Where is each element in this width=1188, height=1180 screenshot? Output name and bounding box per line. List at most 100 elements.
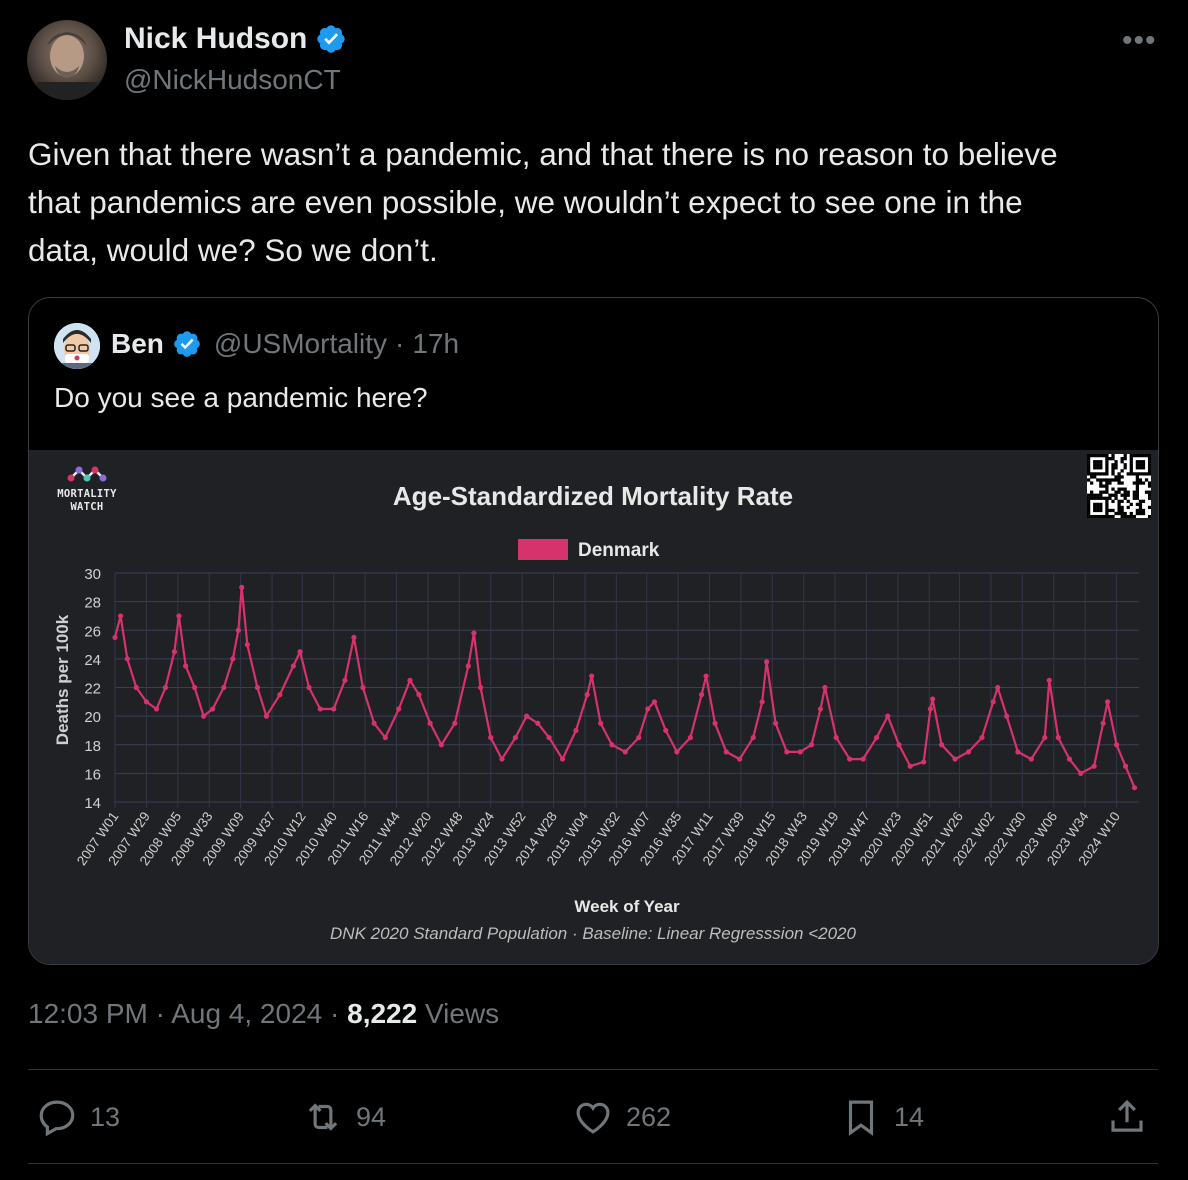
- data-point: [471, 630, 477, 636]
- data-point: [636, 734, 642, 741]
- data-point: [1028, 756, 1034, 762]
- data-point: [478, 684, 484, 691]
- qr-code-icon: [1087, 454, 1151, 518]
- data-point: [201, 713, 207, 719]
- quoted-header: Ben @USMortality · 17h: [111, 328, 459, 360]
- reply-button[interactable]: 13: [36, 1096, 120, 1138]
- data-point: [452, 720, 458, 726]
- like-button[interactable]: 262: [572, 1096, 671, 1138]
- data-point: [512, 734, 519, 741]
- verified-badge-icon: [174, 331, 200, 357]
- quoted-tweet[interactable]: Ben @USMortality · 17h Do you see a pand…: [28, 297, 1159, 965]
- bookmark-button[interactable]: 14: [840, 1096, 924, 1138]
- avatar-portrait: [37, 32, 97, 100]
- data-point: [559, 756, 566, 762]
- repost-button[interactable]: 94: [302, 1096, 386, 1138]
- y-tick-label: 18: [84, 738, 101, 755]
- data-point: [407, 677, 413, 683]
- data-point: [797, 749, 803, 755]
- data-point: [645, 706, 651, 712]
- tweet-date[interactable]: Aug 4, 2024: [171, 998, 323, 1029]
- y-tick-label: 16: [84, 766, 101, 783]
- y-axis-label: Deaths per 100k: [53, 614, 72, 745]
- quoted-text: Do you see a pandemic here?: [54, 382, 428, 413]
- tweet-time[interactable]: 12:03 PM: [28, 998, 148, 1029]
- data-point: [873, 734, 880, 741]
- data-point: [584, 692, 590, 698]
- data-point: [360, 684, 366, 691]
- data-point: [817, 706, 824, 712]
- mortality-chart: Age-Standardized Mortality Rate Denmark …: [53, 481, 1139, 943]
- data-point: [427, 720, 433, 726]
- reply-count: 13: [90, 1101, 121, 1132]
- data-point: [1104, 699, 1111, 705]
- data-point: [438, 742, 444, 748]
- data-point: [277, 692, 283, 698]
- quoted-age[interactable]: 17h: [412, 328, 460, 359]
- heart-icon: [576, 1102, 610, 1134]
- y-tick-label: 30: [84, 566, 101, 583]
- repost-count: 94: [356, 1101, 387, 1132]
- quoted-author-handle[interactable]: @USMortality: [213, 328, 388, 359]
- logo-line-2: WATCH: [70, 501, 104, 513]
- verified-badge-icon: [317, 25, 346, 53]
- y-tick-label: 22: [84, 681, 101, 698]
- more-options-icon[interactable]: •••: [1122, 24, 1157, 57]
- data-point: [773, 720, 779, 726]
- data-point: [176, 613, 182, 619]
- data-point: [209, 706, 216, 712]
- tweet-text: Given that there wasn’t a pandemic, and …: [28, 136, 1058, 268]
- data-point: [118, 613, 124, 619]
- author-name[interactable]: Nick Hudson: [124, 22, 308, 55]
- data-point: [1131, 785, 1138, 791]
- data-point: [589, 673, 595, 679]
- share-button[interactable]: [1106, 1096, 1148, 1138]
- divider-top: [28, 1069, 1158, 1070]
- data-point: [1042, 734, 1048, 741]
- data-point: [263, 713, 270, 719]
- data-point: [1122, 763, 1129, 769]
- y-tick-label: 20: [84, 709, 101, 726]
- data-point: [833, 734, 839, 741]
- data-point: [965, 749, 972, 755]
- data-point: [317, 706, 323, 712]
- data-point: [1078, 770, 1084, 776]
- data-point: [290, 663, 296, 669]
- author-name-row: Nick Hudson: [124, 22, 347, 56]
- data-point: [860, 756, 866, 762]
- data-point: [990, 699, 996, 705]
- data-point: [808, 742, 815, 748]
- data-point: [1100, 720, 1106, 726]
- chart-image[interactable]: MORTALITY WATCH Age-Standardized Mortali…: [29, 450, 1158, 964]
- data-point: [171, 649, 178, 655]
- meta-dot: ·: [155, 998, 172, 1029]
- data-point: [112, 634, 118, 641]
- data-point: [930, 696, 936, 702]
- repost-icon: [308, 1103, 338, 1131]
- y-tick-label: 28: [84, 595, 101, 612]
- chart-caption: DNK 2020 Standard Population · Baseline:…: [330, 924, 856, 943]
- data-point: [784, 749, 790, 755]
- y-tick-label: 14: [84, 795, 101, 812]
- author-handle[interactable]: @NickHudsonCT: [124, 64, 341, 95]
- data-point: [703, 673, 709, 679]
- data-point: [535, 720, 541, 726]
- data-point: [609, 742, 615, 748]
- data-point: [153, 706, 160, 712]
- data-point: [737, 756, 743, 762]
- data-point: [306, 684, 312, 691]
- bookmark-icon: [848, 1100, 874, 1136]
- data-point: [371, 720, 377, 726]
- data-point: [342, 677, 348, 683]
- data-point: [143, 699, 150, 705]
- data-point: [952, 756, 958, 762]
- data-point: [921, 759, 927, 765]
- data-point: [712, 720, 718, 726]
- author-avatar[interactable]: [27, 20, 107, 100]
- quoted-author-avatar[interactable]: [54, 323, 100, 369]
- quoted-author-name[interactable]: Ben: [111, 328, 164, 359]
- data-point: [1113, 742, 1120, 748]
- data-point: [183, 663, 189, 669]
- y-tick-label: 26: [84, 623, 101, 640]
- data-point: [239, 584, 245, 590]
